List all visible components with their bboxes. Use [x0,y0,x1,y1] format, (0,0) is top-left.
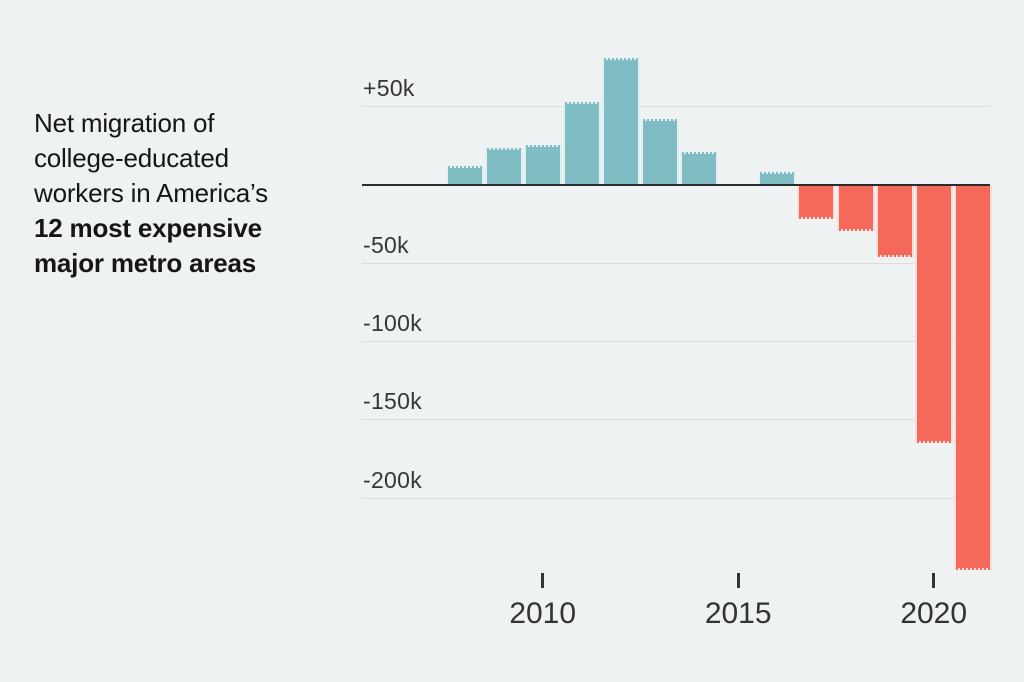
bar-2010 [523,145,562,185]
y-gridline [362,497,990,499]
y-axis-label: -100k [363,310,423,337]
y-gridline [362,262,990,264]
x-axis-tick [932,573,936,588]
bar-2008 [445,165,484,185]
y-axis-label: -50k [363,231,409,258]
bar-2011 [562,101,601,185]
bar-2016 [758,171,797,185]
y-axis-label: -150k [363,388,423,415]
bar-2017 [797,184,836,219]
title-line: college-educated [34,143,229,173]
title-line-bold: major metro areas [34,248,257,278]
bar-2021 [953,184,992,570]
zero-axis-line [362,183,990,186]
title-line: Net migration of [34,108,215,138]
bar-2014 [680,151,719,185]
y-gridline [362,419,990,421]
title-line: workers in America’s [34,178,268,208]
bar-2018 [836,184,875,232]
bar-2019 [875,184,914,257]
x-axis-tick [736,573,740,588]
bar-2013 [641,118,679,185]
y-axis-label: -200k [363,466,423,493]
y-gridline [362,106,990,108]
x-axis-label: 2020 [900,597,968,630]
bar-2009 [484,148,523,185]
chart-title: Net migration of college-educated worker… [34,106,344,281]
title-line-bold: 12 most expensive [34,213,262,243]
y-axis-label: +50k [363,75,415,102]
y-gridline [362,341,990,343]
bar-2012 [601,57,640,185]
bar-2020 [914,184,953,443]
x-axis-label: 2010 [509,597,577,630]
x-axis-tick [541,573,545,588]
x-axis-label: 2015 [704,597,772,630]
